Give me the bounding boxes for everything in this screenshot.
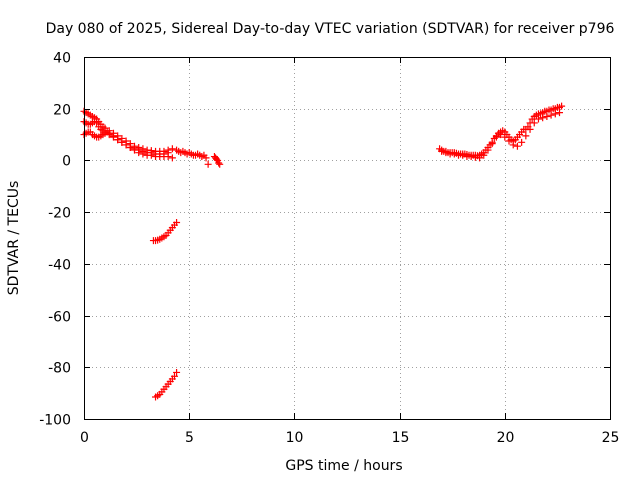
- series-arc-evening-lower: [438, 109, 564, 162]
- data-point: [216, 160, 224, 168]
- data-point: [438, 147, 446, 155]
- y-tick-label: -80: [48, 361, 71, 377]
- y-tick-label: -40: [48, 258, 71, 274]
- x-tick-label: 25: [602, 430, 620, 446]
- data-point: [518, 138, 526, 146]
- x-tick-label: 20: [497, 430, 515, 446]
- y-tick-label: -20: [48, 206, 71, 222]
- data-point: [530, 119, 538, 127]
- data-point: [513, 142, 521, 150]
- data-point: [509, 141, 517, 149]
- x-tick-label: 15: [392, 430, 410, 446]
- data-point: [139, 150, 147, 158]
- data-point: [105, 129, 113, 137]
- data-point: [126, 144, 134, 151]
- y-tick-labels: -100 -80 -60 -40 -20 0 20 40: [39, 51, 71, 429]
- data-point: [135, 149, 143, 157]
- data-point: [442, 149, 450, 157]
- data-point: [556, 109, 564, 117]
- series-arc-offset-30: [149, 218, 181, 245]
- data-point: [130, 146, 138, 154]
- data-point: [488, 140, 496, 148]
- y-tick-label: 40: [53, 51, 71, 67]
- data-point: [484, 146, 492, 154]
- series-arc-late-morning: [175, 147, 212, 168]
- data-point: [522, 132, 530, 140]
- data-point: [539, 114, 547, 122]
- data-point: [204, 160, 212, 168]
- y-tick-label: 0: [62, 154, 71, 170]
- data-point: [93, 119, 101, 127]
- data-points: [80, 102, 566, 401]
- data-point: [505, 137, 513, 145]
- data-point: [168, 154, 176, 162]
- grid-lines: [84, 57, 610, 419]
- data-point: [492, 133, 500, 141]
- x-tick-label: 5: [185, 430, 194, 446]
- x-tick-labels: 0 5 10 15 20 25: [80, 430, 619, 446]
- data-point: [114, 136, 122, 144]
- data-point: [467, 153, 475, 161]
- data-point: [147, 151, 155, 159]
- data-point: [170, 372, 178, 380]
- series-arc-evening: [436, 102, 566, 160]
- data-point: [497, 131, 505, 139]
- x-tick-label: 0: [80, 430, 89, 446]
- data-point: [534, 115, 542, 123]
- data-point: [213, 155, 221, 163]
- y-tick-label: 20: [53, 103, 71, 119]
- data-point: [168, 145, 176, 153]
- data-point: [543, 112, 551, 120]
- data-point: [459, 151, 467, 159]
- data-point: [551, 110, 559, 118]
- data-point: [450, 150, 458, 158]
- chart-title: Day 080 of 2025, Sidereal Day-to-day VTE…: [46, 21, 615, 37]
- data-point: [480, 151, 488, 159]
- data-point: [202, 154, 210, 162]
- plot-frame: [84, 57, 611, 420]
- data-point: [558, 102, 566, 110]
- data-point: [526, 125, 534, 133]
- data-point: [501, 133, 509, 141]
- x-axis-label: GPS time / hours: [285, 458, 402, 474]
- data-point: [118, 138, 126, 146]
- data-point: [164, 153, 172, 161]
- y-tick-label: -100: [39, 413, 71, 429]
- data-point: [476, 154, 484, 162]
- data-point: [215, 159, 223, 167]
- data-point: [122, 141, 130, 149]
- data-point: [173, 218, 181, 226]
- data-point: [173, 368, 181, 376]
- series-arc-short-isolated: [210, 153, 224, 168]
- series-arc-early-lower: [80, 128, 176, 162]
- data-point: [109, 132, 117, 140]
- data-point: [547, 111, 555, 119]
- y-axis-label: SDTVAR / TECUs: [6, 181, 22, 296]
- axis-ticks: [84, 57, 611, 420]
- x-tick-label: 10: [286, 430, 304, 446]
- series-arc-offset-90: [152, 368, 181, 401]
- y-tick-label: -60: [48, 310, 71, 326]
